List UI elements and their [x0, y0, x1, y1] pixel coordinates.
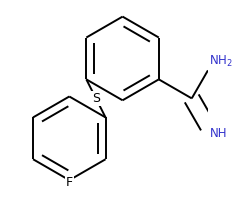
Text: NH$_2$: NH$_2$ — [209, 54, 233, 70]
Text: F: F — [66, 176, 73, 189]
Text: S: S — [92, 92, 100, 105]
Text: NH: NH — [210, 127, 227, 140]
